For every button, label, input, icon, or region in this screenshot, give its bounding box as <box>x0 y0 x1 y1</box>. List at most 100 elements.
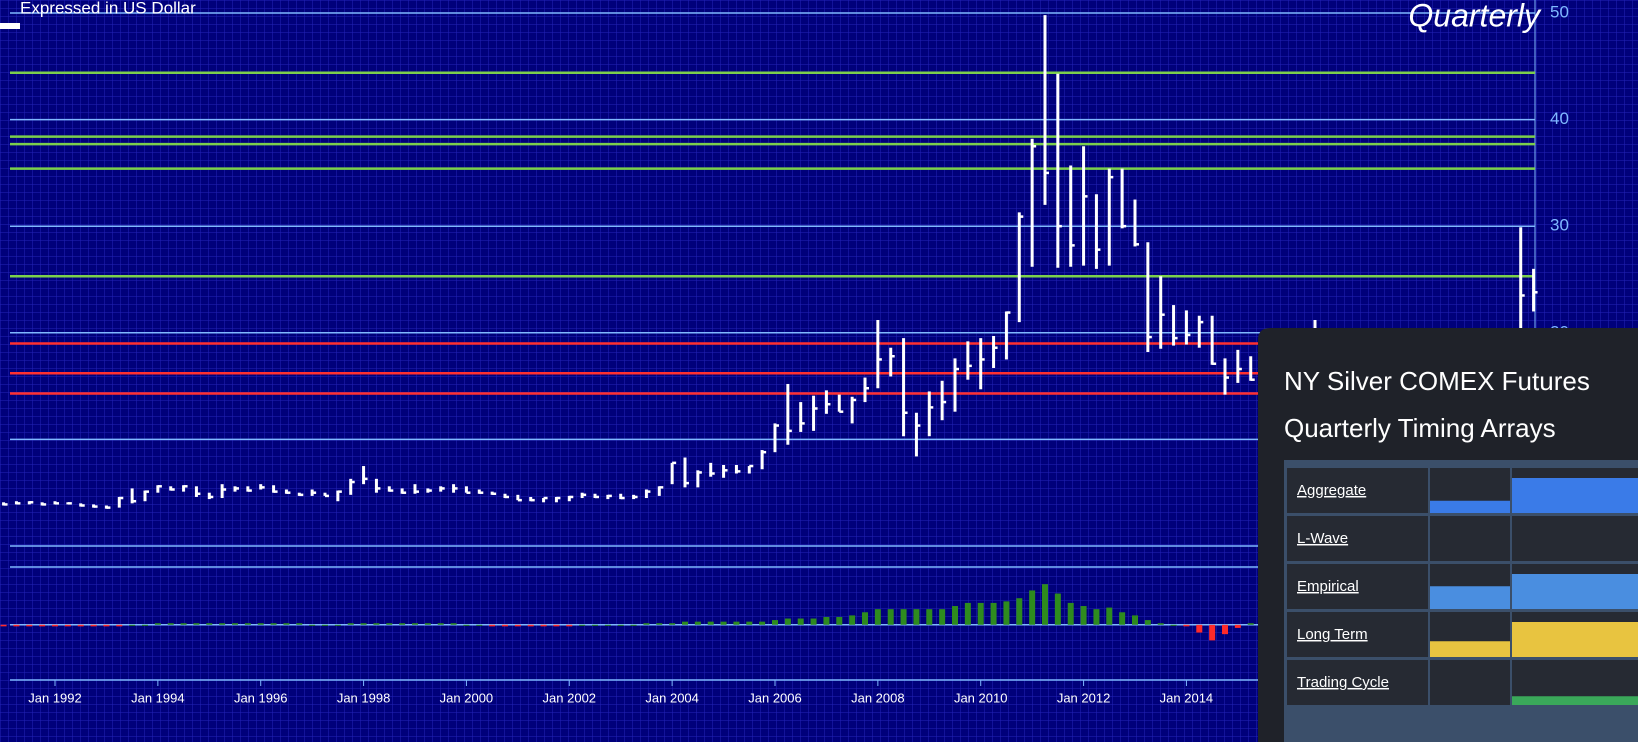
x-tick-label: Jan 2002 <box>543 690 597 705</box>
x-tick-label: Jan 1994 <box>131 690 185 705</box>
indicator-bar <box>656 623 663 625</box>
indicator-bar <box>0 624 7 627</box>
row-label: Trading Cycle <box>1297 674 1389 691</box>
indicator-bar <box>283 623 290 625</box>
chart-subtitle: Expressed in US Dollar <box>20 0 196 17</box>
indicator-bar <box>1247 623 1254 625</box>
indicator-bar <box>1196 624 1203 633</box>
indicator-bar <box>309 624 316 626</box>
indicator-bar <box>694 621 701 625</box>
indicator-bar <box>244 623 251 625</box>
x-tick-label: Jan 1992 <box>28 690 82 705</box>
indicator-bar <box>219 623 226 625</box>
indicator-bar <box>257 623 264 625</box>
chart-title: Quarterly <box>1408 0 1542 33</box>
indicator-bar <box>772 620 778 625</box>
indicator-bar <box>13 624 20 627</box>
array-bar <box>1512 574 1638 609</box>
array-bar <box>1430 586 1510 609</box>
indicator-bar <box>1144 620 1151 625</box>
indicator-bar <box>1209 624 1216 641</box>
indicator-bar <box>270 623 277 625</box>
indicator-bar <box>334 624 341 626</box>
indicator-bar <box>476 624 483 626</box>
indicator-bar <box>939 609 946 625</box>
indicator-bar <box>1054 593 1061 625</box>
indicator-bar <box>463 624 470 626</box>
row-label: L-Wave <box>1297 530 1348 547</box>
array-cell <box>1430 516 1510 561</box>
indicator-bar <box>566 624 573 627</box>
indicator-bar <box>322 624 328 626</box>
row-label-cell <box>1287 612 1428 657</box>
indicator-bar <box>1080 606 1087 625</box>
indicator-bar <box>154 623 161 625</box>
indicator-bar <box>90 624 97 627</box>
indicator-bar <box>206 623 213 625</box>
y-tick-label: 40 <box>1550 109 1569 128</box>
indicator-bar <box>900 609 907 625</box>
row-label-cell <box>1287 516 1428 561</box>
indicator-bar <box>630 624 637 626</box>
row-label: Long Term <box>1297 626 1368 643</box>
y-tick-label: 50 <box>1550 2 1569 21</box>
x-tick-label: Jan 2004 <box>645 690 699 705</box>
indicator-bar <box>1119 612 1126 625</box>
indicator-bar <box>1222 624 1228 635</box>
row-label: Aggregate <box>1297 482 1366 499</box>
indicator-bar <box>52 624 58 627</box>
indicator-bar <box>39 624 46 627</box>
timing-panel: NY Silver COMEX Futures Quarterly Timing… <box>1258 328 1638 742</box>
indicator-bar <box>746 621 753 625</box>
x-tick-label: Jan 2000 <box>440 690 494 705</box>
indicator-bar <box>1157 623 1164 625</box>
x-tick-label: Jan 1998 <box>337 690 391 705</box>
array-bar <box>1512 622 1638 657</box>
indicator-bar <box>360 623 367 625</box>
row-label-cell <box>1287 660 1428 705</box>
indicator-bar <box>1234 624 1241 628</box>
indicator-bar <box>604 624 611 626</box>
indicator-bar <box>784 618 791 625</box>
row-label-cell <box>1287 564 1428 609</box>
indicator-bar <box>527 624 534 627</box>
array-bar <box>1430 500 1510 513</box>
indicator-bar <box>424 623 431 625</box>
indicator-bar <box>450 623 457 625</box>
indicator-bar <box>437 623 444 625</box>
indicator-bar <box>913 609 920 625</box>
array-cell <box>1430 660 1510 705</box>
indicator-bar <box>386 623 393 625</box>
indicator-bar <box>926 609 933 625</box>
indicator-bar <box>977 602 984 625</box>
y-tick-label: 30 <box>1550 216 1569 235</box>
x-tick-label: Jan 2006 <box>748 690 802 705</box>
indicator-bar <box>643 623 650 625</box>
indicator-bar <box>296 623 303 625</box>
panel-subtitle: Quarterly Timing Arrays <box>1284 413 1556 443</box>
indicator-bar <box>373 623 380 625</box>
indicator-bar <box>1067 602 1074 625</box>
indicator-bar <box>707 621 714 625</box>
row-label: Empirical <box>1297 578 1359 595</box>
array-bar <box>1430 641 1510 657</box>
x-tick-label: Jan 2010 <box>954 690 1008 705</box>
indicator-bar <box>1042 584 1048 625</box>
indicator-bar <box>1132 615 1138 625</box>
legend-swatch <box>0 23 20 29</box>
x-tick-label: Jan 1996 <box>234 690 288 705</box>
indicator-bar <box>823 616 830 625</box>
x-tick-label: Jan 2008 <box>851 690 905 705</box>
indicator-bar <box>116 624 123 627</box>
indicator-bar <box>682 621 688 625</box>
indicator-bar <box>862 612 868 625</box>
panel-title: NY Silver COMEX Futures <box>1284 366 1590 396</box>
indicator-bar <box>836 616 843 625</box>
x-tick-label: Jan 2014 <box>1160 690 1214 705</box>
indicator-bar <box>887 609 894 625</box>
indicator-bar <box>1183 624 1190 627</box>
row-label-cell <box>1287 468 1428 513</box>
indicator-bar <box>849 615 856 625</box>
indicator-bar <box>617 624 624 626</box>
